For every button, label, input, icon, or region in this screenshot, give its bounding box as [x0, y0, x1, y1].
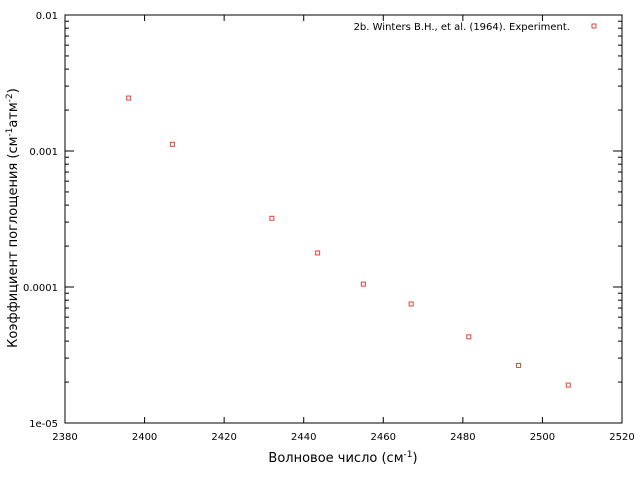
x-tick-label: 2400	[132, 432, 157, 443]
x-tick-label: 2520	[609, 432, 634, 443]
data-point	[169, 141, 175, 147]
data-point	[516, 362, 522, 368]
plot-frame	[64, 14, 623, 424]
y-axis-title: Коэффициент поглощения (см-1атм-2)	[5, 88, 21, 348]
y-axis-title-tail: )	[6, 88, 21, 93]
legend: 2b. Winters B.H., et al. (1964). Experim…	[354, 22, 597, 33]
x-axis-title-sup: -1	[404, 450, 413, 460]
x-tick-label: 2460	[371, 432, 396, 443]
y-tick-label: 0.01	[36, 11, 58, 22]
y-tick-label: 0.001	[29, 147, 58, 158]
y-tick-label: 0.0001	[23, 283, 58, 294]
x-tick-label: 2440	[291, 432, 316, 443]
y-axis-title-mid: атм	[6, 102, 21, 127]
y-tick-label: 1e-05	[29, 419, 58, 430]
x-tick-label: 2500	[530, 432, 555, 443]
x-axis-title: Волновое число (см-1)	[268, 450, 417, 466]
legend-label: 2b. Winters B.H., et al. (1964). Experim…	[354, 22, 570, 33]
y-axis-title-main: Коэффициент поглощения (см	[6, 137, 21, 348]
data-point	[126, 95, 132, 101]
data-point	[408, 301, 414, 307]
data-point	[360, 281, 366, 287]
y-axis-title-sup2: -2	[5, 93, 15, 102]
x-tick-label: 2480	[450, 432, 475, 443]
x-axis-title-tail: )	[412, 451, 417, 466]
legend-marker	[591, 23, 597, 29]
data-point	[269, 215, 275, 221]
data-point	[315, 250, 321, 256]
y-axis-title-sup1: -1	[5, 128, 15, 137]
data-point	[466, 334, 472, 340]
x-tick-label: 2420	[211, 432, 236, 443]
x-axis-title-main: Волновое число (см	[268, 451, 403, 466]
data-point	[565, 382, 571, 388]
x-tick-label: 2380	[52, 432, 77, 443]
